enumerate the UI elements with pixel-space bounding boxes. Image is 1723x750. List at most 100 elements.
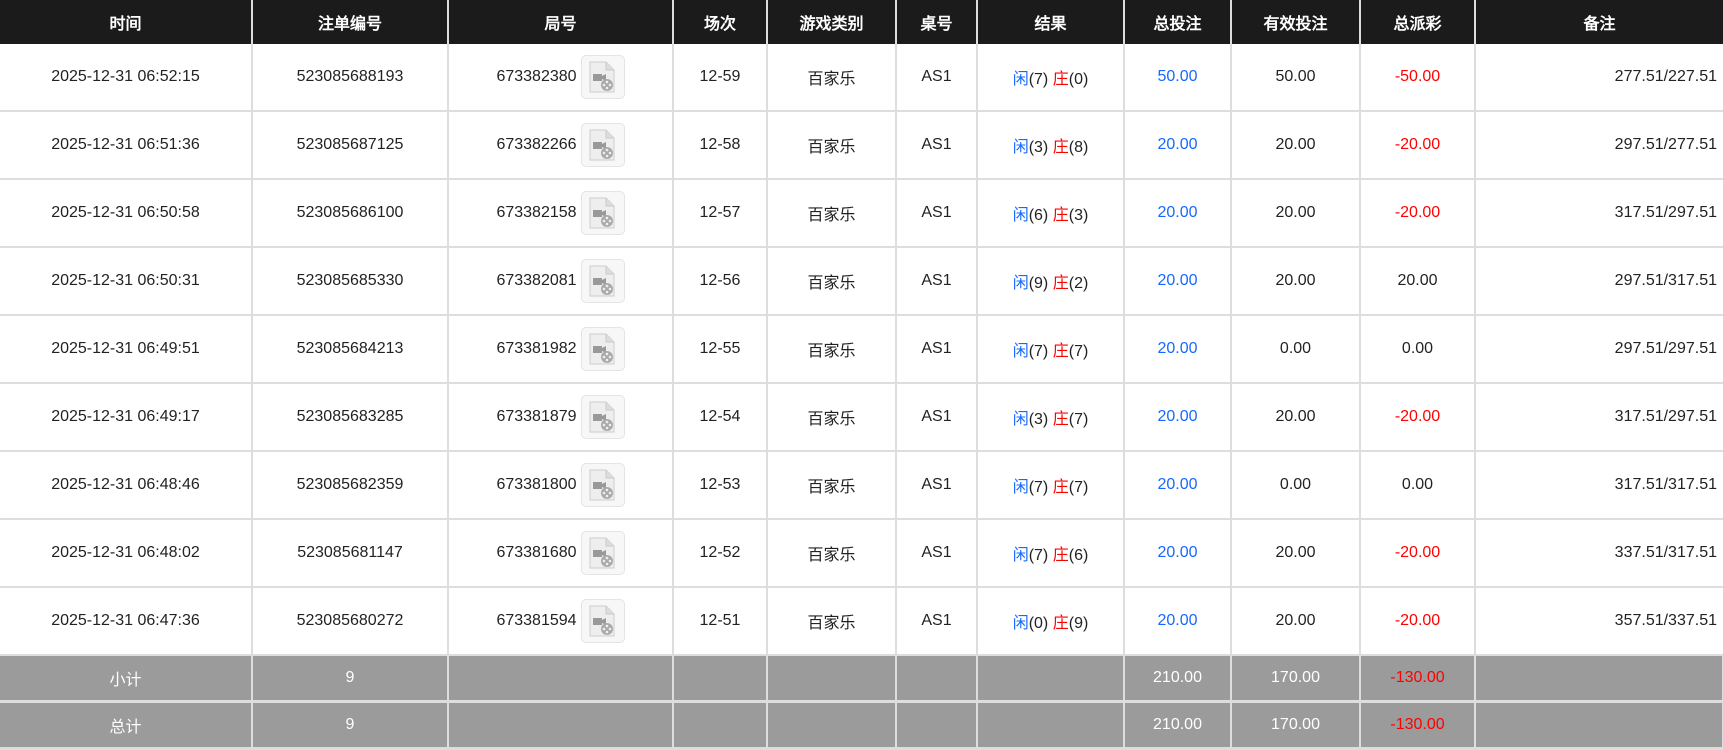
round-cell: 673382380	[448, 44, 674, 112]
time-cell: 2025-12-31 06:48:46	[0, 451, 253, 520]
banker-label: 庄	[1052, 71, 1069, 88]
round-cell: 673381800	[448, 451, 674, 520]
video-file-icon[interactable]	[580, 327, 625, 371]
bet-id-cell: 523085684213	[252, 315, 449, 384]
round-cell: 673382158	[448, 179, 674, 248]
header-game-type: 游戏类别	[767, 0, 897, 44]
shoe-cell: 12-52	[673, 519, 768, 588]
payout-cell: 0.00	[1360, 451, 1476, 520]
round-cell: 673381680	[448, 519, 674, 588]
player-label: 闲	[1012, 547, 1029, 564]
time-cell: 2025-12-31 06:49:51	[0, 315, 253, 384]
banker-label: 庄	[1052, 139, 1069, 156]
video-file-icon[interactable]	[580, 191, 625, 235]
video-file-icon[interactable]	[580, 55, 625, 99]
round-number: 673381800	[496, 476, 577, 494]
table-no-cell: AS1	[896, 383, 978, 452]
payout-cell: 0.00	[1360, 315, 1476, 384]
video-file-icon[interactable]	[580, 463, 625, 507]
total-bet-cell: 20.00	[1124, 315, 1232, 384]
bet-id-cell: 523085686100	[252, 179, 449, 248]
table-row: 2025-12-31 06:48:02 523085681147 673381680…	[0, 519, 1723, 588]
valid-bet-cell: 20.00	[1231, 111, 1361, 180]
shoe-cell: 12-57	[673, 179, 768, 248]
bet-id-cell: 523085680272	[252, 587, 449, 656]
table-header: 时间 注单编号 局号 场次 游戏类别 桌号 结果 总投注 有效投注 总派彩 备注	[0, 0, 1723, 44]
player-points: (3)	[1028, 139, 1049, 156]
empty-cell	[673, 701, 768, 750]
bet-id-cell: 523085682359	[252, 451, 449, 520]
note-cell: 277.51/227.51	[1475, 44, 1723, 112]
table-row: 2025-12-31 06:50:58 523085686100 673382158…	[0, 179, 1723, 248]
video-file-icon[interactable]	[580, 531, 625, 575]
table-no-cell: AS1	[896, 451, 978, 520]
result-cell: 闲(3) 庄(7)	[977, 383, 1125, 452]
game-type-cell: 百家乐	[767, 44, 897, 112]
banker-points: (7)	[1068, 411, 1089, 428]
summary-total-bet: 210.00	[1124, 701, 1232, 750]
table-no-cell: AS1	[896, 315, 978, 384]
empty-cell	[767, 701, 897, 750]
round-number: 673382081	[496, 272, 577, 290]
table-row: 2025-12-31 06:49:17 523085683285 673381879…	[0, 383, 1723, 452]
payout-cell: -20.00	[1360, 383, 1476, 452]
game-type-cell: 百家乐	[767, 111, 897, 180]
total-bet-cell: 50.00	[1124, 44, 1232, 112]
player-points: (3)	[1028, 411, 1049, 428]
player-label: 闲	[1012, 343, 1029, 360]
valid-bet-cell: 0.00	[1231, 315, 1361, 384]
result-cell: 闲(7) 庄(6)	[977, 519, 1125, 588]
bet-id-cell: 523085688193	[252, 44, 449, 112]
note-cell: 297.51/297.51	[1475, 315, 1723, 384]
header-time: 时间	[0, 0, 253, 44]
game-type-cell: 百家乐	[767, 451, 897, 520]
table-row: 2025-12-31 06:49:51 523085684213 673381982…	[0, 315, 1723, 384]
header-total-bet: 总投注	[1124, 0, 1232, 44]
round-cell: 673382266	[448, 111, 674, 180]
video-file-icon[interactable]	[580, 259, 625, 303]
empty-cell	[896, 701, 978, 750]
total-bet-cell: 20.00	[1124, 383, 1232, 452]
note-cell: 297.51/317.51	[1475, 247, 1723, 316]
empty-cell	[977, 655, 1125, 703]
bet-id-cell: 523085687125	[252, 111, 449, 180]
banker-points: (0)	[1068, 71, 1089, 88]
player-points: (7)	[1028, 479, 1049, 496]
banker-points: (7)	[1068, 479, 1089, 496]
payout-cell: 20.00	[1360, 247, 1476, 316]
game-type-cell: 百家乐	[767, 519, 897, 588]
shoe-cell: 12-58	[673, 111, 768, 180]
empty-cell	[896, 655, 978, 703]
table-no-cell: AS1	[896, 587, 978, 656]
note-cell: 317.51/297.51	[1475, 179, 1723, 248]
summary-count: 9	[252, 701, 449, 750]
note-cell: 317.51/317.51	[1475, 451, 1723, 520]
time-cell: 2025-12-31 06:49:17	[0, 383, 253, 452]
payout-cell: -20.00	[1360, 179, 1476, 248]
round-number: 673381982	[496, 340, 577, 358]
game-type-cell: 百家乐	[767, 315, 897, 384]
player-label: 闲	[1012, 615, 1029, 632]
banker-points: (2)	[1068, 275, 1089, 292]
summary-count: 9	[252, 655, 449, 703]
video-file-icon[interactable]	[580, 599, 625, 643]
result-cell: 闲(7) 庄(0)	[977, 44, 1125, 112]
player-label: 闲	[1012, 479, 1029, 496]
round-number: 673381879	[496, 408, 577, 426]
payout-cell: -20.00	[1360, 519, 1476, 588]
time-cell: 2025-12-31 06:48:02	[0, 519, 253, 588]
summary-label: 小计	[0, 655, 253, 703]
table-row: 2025-12-31 06:48:46 523085682359 673381800…	[0, 451, 1723, 520]
player-label: 闲	[1012, 275, 1029, 292]
banker-points: (8)	[1068, 139, 1089, 156]
banker-label: 庄	[1052, 547, 1069, 564]
summary-total-bet: 210.00	[1124, 655, 1232, 703]
video-file-icon[interactable]	[580, 395, 625, 439]
total-bet-cell: 20.00	[1124, 111, 1232, 180]
valid-bet-cell: 20.00	[1231, 519, 1361, 588]
shoe-cell: 12-54	[673, 383, 768, 452]
video-file-icon[interactable]	[580, 123, 625, 167]
total-bet-cell: 20.00	[1124, 587, 1232, 656]
table-row: 2025-12-31 06:47:36 523085680272 673381594…	[0, 587, 1723, 656]
